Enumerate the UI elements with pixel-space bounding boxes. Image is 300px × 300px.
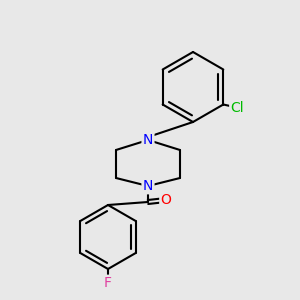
Text: F: F <box>104 276 112 290</box>
Text: Cl: Cl <box>230 100 244 115</box>
Text: O: O <box>160 193 171 207</box>
Text: N: N <box>143 133 153 147</box>
Text: N: N <box>143 179 153 193</box>
